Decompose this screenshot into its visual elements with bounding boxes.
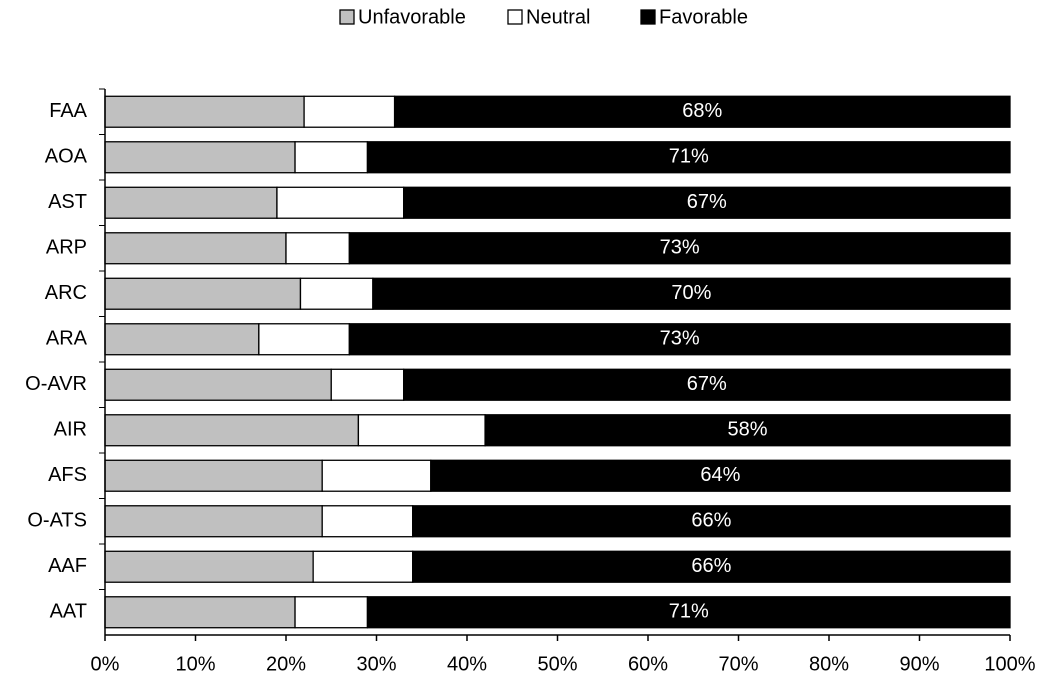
bar-segment xyxy=(321,459,432,492)
bar-segment xyxy=(357,414,486,447)
bar-segment xyxy=(366,141,1011,174)
bar-segment xyxy=(104,596,296,629)
bar-segment xyxy=(402,186,1011,219)
x-tick-label: 60% xyxy=(628,653,668,675)
bar-segment xyxy=(104,277,302,310)
legend-swatch xyxy=(507,9,523,25)
y-tick-label: ARP xyxy=(46,237,87,259)
bar-segment xyxy=(402,368,1011,401)
bar-segment xyxy=(393,95,1011,128)
bar-segment xyxy=(285,232,350,265)
bar-segment xyxy=(104,95,305,128)
bar-segment xyxy=(312,550,414,583)
y-tick-label: AFS xyxy=(48,464,87,486)
x-tick-label: 100% xyxy=(984,653,1035,675)
x-tick-label: 20% xyxy=(266,653,306,675)
y-tick-label: O-AVR xyxy=(25,373,87,395)
bar-segment xyxy=(412,505,1011,538)
y-tick-label: ARC xyxy=(45,282,87,304)
bar-segment xyxy=(104,186,278,219)
data-label: 71% xyxy=(669,146,709,168)
bar-segment xyxy=(430,459,1011,492)
bar-segment xyxy=(104,459,323,492)
data-label: 70% xyxy=(671,282,711,304)
legend-swatch xyxy=(339,9,355,25)
x-tick-label: 90% xyxy=(899,653,939,675)
bar-segment xyxy=(321,505,414,538)
data-label: 64% xyxy=(700,464,740,486)
y-tick-label: AAT xyxy=(50,601,87,623)
x-tick-label: 40% xyxy=(447,653,487,675)
x-tick-label: 70% xyxy=(718,653,758,675)
legend-swatch xyxy=(640,9,656,25)
bar-segment xyxy=(299,277,374,310)
y-tick-label: AOA xyxy=(45,146,88,168)
data-label: 58% xyxy=(728,419,768,441)
bar-segment xyxy=(104,232,287,265)
legend-label: Favorable xyxy=(659,6,748,28)
y-tick-label: ARA xyxy=(46,328,88,350)
bar-segment xyxy=(348,323,1011,356)
data-label: 66% xyxy=(691,555,731,577)
bar-segment xyxy=(303,95,396,128)
bar-segment xyxy=(104,414,360,447)
data-label: 68% xyxy=(682,100,722,122)
bar-segment xyxy=(294,596,369,629)
y-tick-label: AST xyxy=(48,191,87,213)
bar-segment xyxy=(104,141,296,174)
bar-segment xyxy=(294,141,369,174)
y-tick-label: O-ATS xyxy=(27,510,87,532)
bar-segment xyxy=(330,368,405,401)
data-label: 66% xyxy=(691,510,731,532)
bar-segment xyxy=(104,368,332,401)
x-tick-label: 80% xyxy=(809,653,849,675)
legend-label: Neutral xyxy=(526,6,590,28)
bar-segment xyxy=(104,550,314,583)
y-tick-label: AIR xyxy=(54,419,87,441)
x-tick-label: 0% xyxy=(91,653,120,675)
bar-segment xyxy=(258,323,351,356)
bar-segment xyxy=(276,186,405,219)
x-tick-label: 30% xyxy=(356,653,396,675)
bar-segment xyxy=(484,414,1011,447)
bar-segment xyxy=(372,277,1011,310)
bar-segment xyxy=(348,232,1011,265)
bar-segment xyxy=(104,323,260,356)
bar-segment xyxy=(412,550,1011,583)
data-label: 73% xyxy=(660,237,700,259)
y-tick-label: AAF xyxy=(48,555,87,577)
bar-segment xyxy=(104,505,323,538)
data-label: 71% xyxy=(669,601,709,623)
legend-label: Unfavorable xyxy=(358,6,466,28)
data-label: 67% xyxy=(687,191,727,213)
y-tick-label: FAA xyxy=(49,100,87,122)
bar-segment xyxy=(366,596,1011,629)
x-tick-label: 10% xyxy=(175,653,215,675)
x-tick-label: 50% xyxy=(537,653,577,675)
data-label: 67% xyxy=(687,373,727,395)
data-label: 73% xyxy=(660,328,700,350)
